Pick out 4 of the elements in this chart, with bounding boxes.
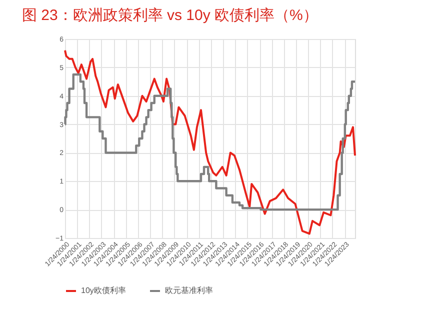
legend-label: 10y欧债利率 xyxy=(81,286,126,295)
legend-label: 欧元基准利率 xyxy=(165,286,213,295)
chart-title: 图 23：欧洲政策利率 vs 10y 欧债利率（%） xyxy=(22,7,318,24)
line-series xyxy=(64,49,356,235)
